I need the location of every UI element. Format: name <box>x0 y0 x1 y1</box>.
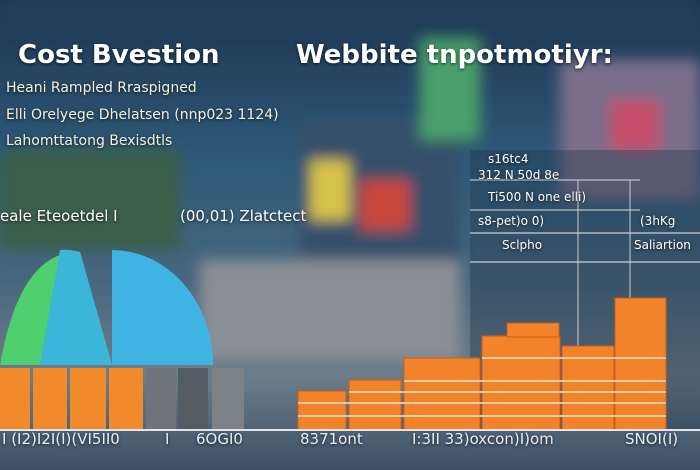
panel-label: Saliartion <box>634 238 691 252</box>
subtitle: Lahomttatong Bexisdtls <box>6 133 173 149</box>
bar <box>212 368 244 430</box>
subtitle: Heani Rampled Rraspigned <box>6 80 197 96</box>
panel-label: 312 N 50d 8e <box>478 168 560 182</box>
background-shelves <box>0 0 700 360</box>
shelf <box>610 100 660 150</box>
bar <box>178 368 208 430</box>
floor <box>200 260 460 360</box>
pie-slice <box>40 249 112 365</box>
axis-label: I <box>165 430 170 448</box>
panel-label: s16tc4 <box>488 152 529 166</box>
panel-label: Ti500 N one elli) <box>488 190 587 204</box>
shelf <box>0 150 180 250</box>
right-bars <box>297 297 667 431</box>
chart-label: (00,01) Zlatctect <box>180 207 307 225</box>
axis-label: 8371ont <box>300 430 363 448</box>
shelf <box>360 180 410 230</box>
subtitle: Elli Orelyege Dhelatsen (nnp023 1124) <box>6 107 279 123</box>
panel-label: s8-pet)o 0) <box>478 214 545 228</box>
axis-label: SNOI(I) <box>625 430 679 448</box>
shelf <box>310 160 350 220</box>
shelf <box>420 40 480 140</box>
left-bars <box>0 368 143 430</box>
axis-label: 6OGI0 <box>196 430 243 448</box>
panel-label: Sclpho <box>502 238 543 252</box>
title: Cost Bvestion <box>18 40 220 70</box>
axis-label: I:3II 33)oxcon)I)om <box>412 430 554 448</box>
chart-label: eale Eteoetdel I <box>0 207 118 225</box>
bar <box>33 368 67 430</box>
axis-label: I (I2)I2I(I)(VI5II0 <box>2 430 120 448</box>
panel-label: (3hKg <box>640 214 676 228</box>
bar <box>481 335 561 431</box>
title: Webbite tnpotmotiyr: <box>296 40 613 70</box>
bar <box>506 322 560 338</box>
bar <box>614 297 667 431</box>
bar <box>403 357 481 431</box>
bar <box>297 390 347 431</box>
bar <box>109 368 143 430</box>
bar <box>146 368 176 430</box>
bar <box>348 379 402 431</box>
pie-slice <box>112 250 213 365</box>
shelf <box>0 0 700 40</box>
bar <box>0 368 30 430</box>
bar-stripes <box>298 357 666 417</box>
bar <box>70 368 106 430</box>
